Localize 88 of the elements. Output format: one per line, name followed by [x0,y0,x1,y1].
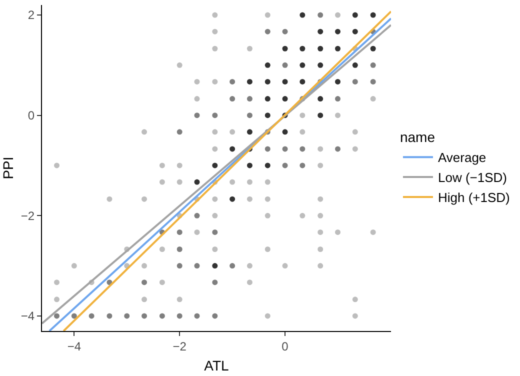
point [246,196,252,202]
point [300,146,306,152]
point [264,62,270,68]
point [212,246,218,252]
y-tick-label: −2 [20,208,35,223]
point [246,78,252,84]
point [246,263,252,269]
legend-title: name [400,129,436,146]
point [335,96,340,102]
point [106,196,112,202]
point [176,313,182,319]
point [318,212,324,218]
point [246,179,252,185]
point [54,280,60,286]
point [335,46,340,52]
point [370,46,376,52]
point [318,196,324,202]
point [352,62,358,68]
point [352,296,358,302]
point [318,162,324,168]
point [71,263,77,269]
point [264,78,270,84]
point [282,46,288,52]
point [212,196,218,202]
point [264,196,270,202]
point [318,246,324,252]
y-tick-label: 0 [28,108,35,123]
point [212,212,218,218]
x-tick-label: −2 [172,339,187,354]
point [300,78,306,84]
point [159,280,165,286]
point [335,229,340,235]
point [335,146,340,152]
y-tick-label: −4 [20,309,35,324]
legend-label: Average [438,150,486,166]
point [264,212,270,218]
point [106,313,112,319]
point [194,229,200,235]
point [212,129,218,135]
point [318,263,324,269]
x-tick-label: 0 [282,339,289,354]
point [54,162,60,168]
point [142,263,148,269]
point [88,313,94,319]
x-axis-title: ATL [204,358,230,374]
point [230,179,236,185]
point [54,313,60,319]
point [159,162,165,168]
point [352,129,358,135]
y-axis-title: PPI [0,156,16,180]
point [142,129,148,135]
point [300,62,306,68]
point [142,296,148,302]
point [159,179,165,185]
point [246,280,252,286]
legend-label: Low (−1SD) [438,170,507,186]
point [176,296,182,302]
point [124,313,130,319]
point [159,246,165,252]
point [264,146,270,152]
point [370,229,376,235]
point [54,296,60,302]
point [300,212,306,218]
point [142,313,148,319]
point [246,96,252,102]
point [300,46,306,52]
point [318,229,324,235]
point [318,62,324,68]
point [282,263,288,269]
point [282,78,288,84]
point [71,313,77,319]
x-tick-label: −4 [67,339,82,354]
point [212,313,218,319]
point [142,196,148,202]
point [318,46,324,52]
y-tick-label: 2 [28,8,35,22]
point [335,78,340,84]
point [176,179,182,185]
point [159,313,165,319]
point [176,162,182,168]
legend-label: High (+1SD) [438,190,510,206]
point [264,246,270,252]
point [230,129,236,135]
point [282,146,288,152]
point [264,179,270,185]
point [194,313,200,319]
point [300,129,306,135]
point [230,96,236,102]
